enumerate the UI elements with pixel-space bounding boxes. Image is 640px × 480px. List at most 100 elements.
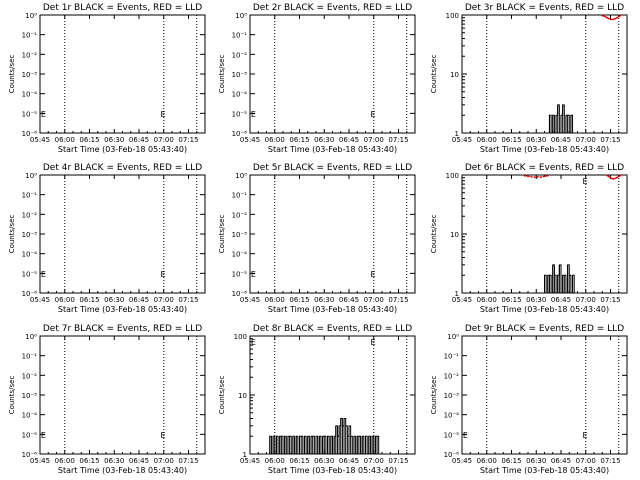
panel-det6r: Det 6r BLACK = Events, RED = LLD 05:45 06:…: [430, 163, 628, 314]
y-tick-label: 10⁻⁵: [22, 270, 38, 278]
x-tick-label: 06:30: [314, 136, 334, 144]
y-tick-label: 10⁻⁴: [22, 412, 38, 420]
x-axis-label: Start Time (03-Feb-18 05:43:40): [268, 466, 397, 475]
x-tick-label: 06:30: [104, 457, 124, 465]
x-axis-label: Start Time (03-Feb-18 05:43:40): [58, 145, 187, 154]
x-tick-label: 05:45: [240, 296, 260, 304]
y-tick-label: 10⁻⁶: [444, 451, 460, 459]
y-tick-label: 10⁻⁶: [22, 130, 38, 138]
y-axis-label: Counts/sec: [218, 215, 226, 254]
x-tick-label: 06:45: [339, 296, 359, 304]
annotation-label: E: [251, 110, 256, 119]
y-tick-label: 10⁻⁶: [22, 290, 38, 298]
lld-line: [524, 174, 621, 180]
x-tick-label: 06:00: [265, 136, 285, 144]
y-axis-label: Counts/sec: [8, 376, 16, 415]
x-tick-label: 07:15: [388, 296, 408, 304]
lld-series: [601, 14, 622, 21]
x-tick-label: 05:45: [452, 457, 472, 465]
x-tick-label: 06:00: [477, 136, 497, 144]
panel-title: Det 7r BLACK = Events, RED = LLD: [43, 324, 202, 334]
x-tick-label: 06:15: [289, 136, 309, 144]
x-tick-label: 07:15: [388, 457, 408, 465]
plot-frame: [39, 335, 206, 455]
annotation-label: E: [370, 270, 375, 279]
y-tick-label: 10⁻⁴: [22, 251, 38, 259]
y-tick-label: 10⁻³: [232, 231, 248, 239]
x-tick-label: 06:45: [551, 457, 571, 465]
annotation-label: E: [160, 431, 165, 440]
y-tick-label: 10⁻⁵: [22, 110, 38, 118]
x-tick-label: 06:15: [79, 457, 99, 465]
x-tick-label: 06:15: [501, 457, 521, 465]
y-tick-label: 10⁻⁶: [232, 290, 248, 298]
annotation-label: E: [41, 110, 46, 119]
y-tick-label: 10⁻²: [232, 51, 248, 59]
x-tick-label: 07:00: [576, 457, 596, 465]
x-tick-label: 07:00: [364, 457, 384, 465]
x-tick-label: 06:45: [339, 457, 359, 465]
y-tick-label: 10⁻¹: [22, 353, 38, 361]
x-tick-label: 06:30: [314, 457, 334, 465]
annotation-label: E: [41, 431, 46, 440]
x-axis-label: Start Time (03-Feb-18 05:43:40): [480, 145, 609, 154]
annotation-label: E: [370, 338, 375, 347]
y-tick-label: 10⁻⁵: [232, 110, 248, 118]
panel-title: Det 9r BLACK = Events, RED = LLD: [465, 324, 624, 334]
x-tick-label: 05:45: [30, 296, 50, 304]
panel-title: Det 4r BLACK = Events, RED = LLD: [43, 163, 202, 173]
x-tick-label: 06:15: [501, 296, 521, 304]
x-tick-label: 06:15: [289, 457, 309, 465]
x-tick-label: 07:15: [178, 457, 198, 465]
events-line: [542, 264, 578, 294]
x-tick-label: 06:30: [104, 296, 124, 304]
x-tick-label: 06:45: [551, 136, 571, 144]
panel-title: Det 1r BLACK = Events, RED = LLD: [43, 3, 202, 13]
y-tick-label: 10⁻¹: [232, 192, 248, 200]
x-tick-label: 05:45: [30, 136, 50, 144]
x-tick-label: 07:15: [178, 296, 198, 304]
y-axis-label: Counts/sec: [218, 55, 226, 94]
events-series: [542, 264, 578, 294]
panel-det4r: Det 4r BLACK = Events, RED = LLD 05:45 06:…: [8, 163, 206, 314]
panel-grid: Det 1r BLACK = Events, RED = LLD 05:45 06:…: [8, 3, 628, 475]
x-tick-label: 07:15: [388, 136, 408, 144]
x-tick-label: 06:15: [79, 296, 99, 304]
panel-det3r: Det 3r BLACK = Events, RED = LLD 05:45 06:…: [430, 3, 628, 154]
plot-frame: [249, 14, 416, 134]
events-line: [268, 417, 382, 455]
y-tick-label: 10: [450, 71, 459, 79]
x-tick-label: 05:45: [240, 136, 260, 144]
x-tick-label: 06:45: [339, 136, 359, 144]
y-tick-label: 10⁰: [235, 172, 247, 180]
x-tick-label: 06:30: [526, 296, 546, 304]
y-tick-label: 10⁻⁵: [232, 270, 248, 278]
y-tick-label: 10⁰: [25, 333, 37, 341]
y-axis-label: Counts/sec: [8, 215, 16, 254]
y-tick-label: 10⁻⁴: [232, 91, 248, 99]
x-tick-label: 06:00: [477, 457, 497, 465]
x-tick-label: 06:00: [477, 296, 497, 304]
y-tick-label: 1: [243, 451, 247, 459]
x-tick-label: 07:00: [364, 136, 384, 144]
y-tick-label: 10: [238, 392, 247, 400]
y-tick-label: 100: [446, 12, 459, 20]
y-tick-label: 10⁻³: [232, 71, 248, 79]
lld-series: [523, 174, 622, 180]
annotation-label: E: [251, 338, 256, 347]
panel-det1r: Det 1r BLACK = Events, RED = LLD 05:45 06:…: [8, 3, 206, 154]
y-tick-label: 10⁻⁴: [444, 412, 460, 420]
y-tick-label: 10⁰: [235, 12, 247, 20]
panel-title: Det 3r BLACK = Events, RED = LLD: [465, 3, 624, 13]
y-tick-label: 10: [450, 231, 459, 239]
annotation-label: E: [41, 270, 46, 279]
y-tick-label: 1: [455, 290, 459, 298]
y-tick-label: 10⁻⁶: [232, 130, 248, 138]
plot-frame: [39, 14, 206, 134]
y-tick-label: 10⁻¹: [22, 32, 38, 40]
plot-frame: [461, 335, 628, 455]
x-tick-label: 06:30: [526, 136, 546, 144]
panel-title: Det 2r BLACK = Events, RED = LLD: [253, 3, 412, 13]
y-tick-label: 10⁻¹: [22, 192, 38, 200]
plot-frame: [249, 174, 416, 294]
